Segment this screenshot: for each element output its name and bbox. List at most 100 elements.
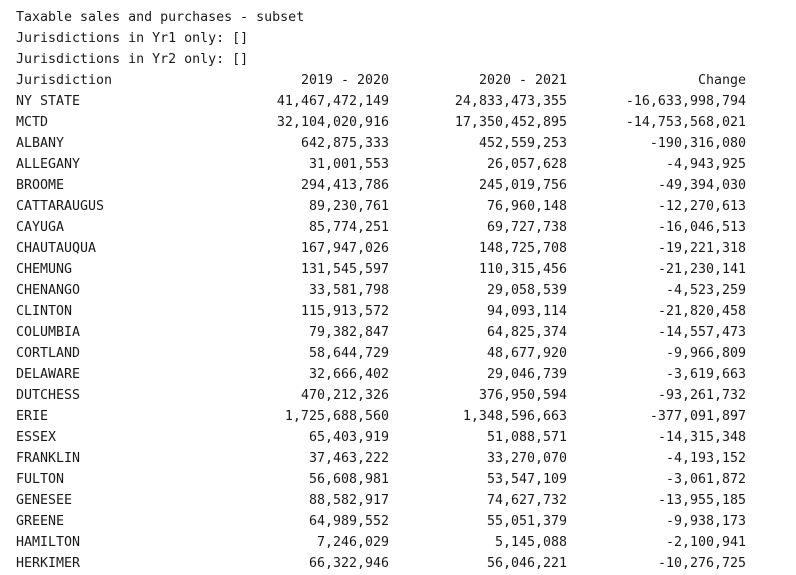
value-2020-2021-cell: 74,627,732 [486, 493, 567, 508]
value-2020-2021-cell: 56,046,221 [486, 556, 567, 571]
value-2019-2020-cell: 7,246,029 [316, 535, 389, 550]
change-cell: -14,315,348 [657, 430, 746, 445]
jurisdiction-cell: MCTD [16, 115, 49, 130]
value-2020-2021-cell: 94,093,114 [486, 304, 567, 319]
jurisdiction-cell: CHENANGO [16, 283, 81, 298]
value-2020-2021-cell: 17,350,452,895 [454, 115, 567, 130]
yr1-only-line: Jurisdictions in Yr1 only: [] [16, 31, 249, 46]
value-2019-2020-cell: 470,212,326 [300, 388, 389, 403]
value-2019-2020-cell: 642,875,333 [300, 136, 389, 151]
value-2019-2020-cell: 89,230,761 [308, 199, 389, 214]
change-cell: -16,046,513 [657, 220, 746, 235]
change-cell: -9,938,173 [665, 514, 746, 529]
change-cell: -4,193,152 [665, 451, 746, 466]
table-row: ERIE 1,725,688,560 1,348,596,663 -377,091,8… [16, 406, 796, 427]
table-row: GREENE 64,989,552 55,051,379 -9,938,173 [16, 511, 796, 532]
value-2019-2020-cell: 66,322,946 [308, 556, 389, 571]
table-row: COLUMBIA 79,382,847 64,825,374 -14,557,473 [16, 322, 796, 343]
table-row: CHEMUNG 131,545,597 110,315,456 -21,230,141 [16, 259, 796, 280]
value-2019-2020-cell: 56,608,981 [308, 472, 389, 487]
value-2020-2021-cell: 51,088,571 [486, 430, 567, 445]
change-cell: -49,394,030 [657, 178, 746, 193]
change-cell: -21,230,141 [657, 262, 746, 277]
value-2019-2020-cell: 32,666,402 [308, 367, 389, 382]
value-2019-2020-cell: 31,001,553 [308, 157, 389, 172]
column-header-2020-2021: 2020 - 2021 [478, 73, 567, 88]
change-cell: -14,753,568,021 [625, 115, 746, 130]
change-cell: -3,061,872 [665, 472, 746, 487]
change-cell: -4,943,925 [665, 157, 746, 172]
change-cell: -19,221,318 [657, 241, 746, 256]
value-2020-2021-cell: 110,315,456 [478, 262, 567, 277]
table-row: DUTCHESS 470,212,326 376,950,594 -93,261,73… [16, 385, 796, 406]
value-2020-2021-cell: 1,348,596,663 [462, 409, 567, 424]
table-row: ALLEGANY 31,001,553 26,057,628 -4,943,925 [16, 154, 796, 175]
jurisdiction-cell: BROOME [16, 178, 65, 193]
change-cell: -4,523,259 [665, 283, 746, 298]
change-cell: -14,557,473 [657, 325, 746, 340]
value-2020-2021-cell: 76,960,148 [486, 199, 567, 214]
value-2020-2021-cell: 245,019,756 [478, 178, 567, 193]
output-title: Taxable sales and purchases - subset [16, 10, 305, 25]
column-header-jurisdiction: Jurisdiction [16, 73, 113, 88]
value-2020-2021-cell: 29,046,739 [486, 367, 567, 382]
value-2019-2020-cell: 115,913,572 [300, 304, 389, 319]
value-2019-2020-cell: 88,582,917 [308, 493, 389, 508]
value-2020-2021-cell: 452,559,253 [478, 136, 567, 151]
change-cell: -9,966,809 [665, 346, 746, 361]
value-2019-2020-cell: 294,413,786 [300, 178, 389, 193]
jurisdiction-cell: DELAWARE [16, 367, 81, 382]
value-2020-2021-cell: 5,145,088 [494, 535, 567, 550]
value-2020-2021-cell: 29,058,539 [486, 283, 567, 298]
jurisdiction-cell: CATTARAUGUS [16, 199, 105, 214]
table-row: ALBANY 642,875,333 452,559,253 -190,316,080 [16, 133, 796, 154]
jurisdiction-cell: COLUMBIA [16, 325, 81, 340]
jurisdiction-cell: ESSEX [16, 430, 57, 445]
change-cell: -2,100,941 [665, 535, 746, 550]
table-row: CLINTON 115,913,572 94,093,114 -21,820,458 [16, 301, 796, 322]
table-row: CHENANGO 33,581,798 29,058,539 -4,523,259 [16, 280, 796, 301]
jurisdiction-cell: ERIE [16, 409, 49, 424]
change-cell: -3,619,663 [665, 367, 746, 382]
value-2020-2021-cell: 24,833,473,355 [454, 94, 567, 109]
table-row: NY STATE 41,467,472,149 24,833,473,355 -16,… [16, 91, 796, 112]
value-2020-2021-cell: 53,547,109 [486, 472, 567, 487]
value-2019-2020-cell: 33,581,798 [308, 283, 389, 298]
value-2019-2020-cell: 167,947,026 [300, 241, 389, 256]
jurisdiction-cell: CHAUTAUQUA [16, 241, 97, 256]
jurisdiction-cell: ALBANY [16, 136, 65, 151]
jurisdiction-cell: NY STATE [16, 94, 81, 109]
table-row: ESSEX 65,403,919 51,088,571 -14,315,348 [16, 427, 796, 448]
table-body: NY STATE 41,467,472,149 24,833,473,355 -16,… [16, 91, 796, 574]
table-row: CORTLAND 58,644,729 48,677,920 -9,966,809 [16, 343, 796, 364]
value-2019-2020-cell: 85,774,251 [308, 220, 389, 235]
table-row: FRANKLIN 37,463,222 33,270,070 -4,193,152 [16, 448, 796, 469]
value-2020-2021-cell: 55,051,379 [486, 514, 567, 529]
jurisdiction-cell: HAMILTON [16, 535, 81, 550]
change-cell: -12,270,613 [657, 199, 746, 214]
change-cell: -93,261,732 [657, 388, 746, 403]
table-row: CHAUTAUQUA 167,947,026 148,725,708 -19,221,… [16, 238, 796, 259]
table-row: DELAWARE 32,666,402 29,046,739 -3,619,663 [16, 364, 796, 385]
jurisdiction-cell: CLINTON [16, 304, 73, 319]
value-2020-2021-cell: 64,825,374 [486, 325, 567, 340]
value-2020-2021-cell: 26,057,628 [486, 157, 567, 172]
value-2020-2021-cell: 376,950,594 [478, 388, 567, 403]
table-row: CAYUGA 85,774,251 69,727,738 -16,046,513 [16, 217, 796, 238]
value-2019-2020-cell: 37,463,222 [308, 451, 389, 466]
change-cell: -190,316,080 [649, 136, 746, 151]
column-header-2019-2020: 2019 - 2020 [300, 73, 389, 88]
value-2020-2021-cell: 69,727,738 [486, 220, 567, 235]
jurisdiction-cell: GREENE [16, 514, 65, 529]
value-2019-2020-cell: 65,403,919 [308, 430, 389, 445]
table-row: FULTON 56,608,981 53,547,109 -3,061,872 [16, 469, 796, 490]
table-row: MCTD 32,104,020,916 17,350,452,895 -14,753,… [16, 112, 796, 133]
value-2020-2021-cell: 33,270,070 [486, 451, 567, 466]
jurisdiction-cell: HERKIMER [16, 556, 81, 571]
value-2019-2020-cell: 64,989,552 [308, 514, 389, 529]
change-cell: -13,955,185 [657, 493, 746, 508]
jurisdiction-cell: FULTON [16, 472, 65, 487]
table-row: HERKIMER 66,322,946 56,046,221 -10,276,725 [16, 553, 796, 574]
value-2019-2020-cell: 131,545,597 [300, 262, 389, 277]
